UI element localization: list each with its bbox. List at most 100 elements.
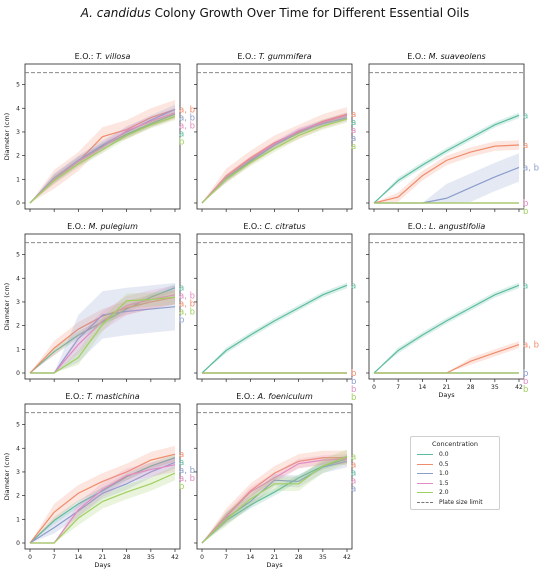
series-line-0.0 (373, 114, 520, 204)
x-tick-label: 0 (372, 384, 376, 391)
panel-title: E.O.: L. angustifolia (408, 222, 486, 231)
y-tick-label: 2 (16, 323, 20, 330)
significance-letter: b (351, 385, 356, 395)
significance-letter: a, b (179, 113, 195, 123)
significance-letter: a, b (523, 341, 539, 351)
x-axis-label: Days (266, 561, 283, 569)
significance-letter: b (179, 316, 184, 326)
y-tick-label: 3 (16, 129, 20, 136)
legend-item-0.0: 0.0 (411, 450, 499, 460)
series-band-2.0 (30, 466, 175, 543)
x-tick-label: 0 (28, 554, 32, 561)
panel-title-species: A. foeniculum (257, 392, 313, 401)
legend-swatch (417, 482, 433, 484)
significance-letter: b (351, 377, 356, 387)
y-tick-label: 0 (16, 540, 20, 547)
y-tick-label: 2 (16, 493, 20, 500)
y-axis-label: Diameter (cm) (3, 453, 11, 500)
y-tick-label: 3 (16, 299, 20, 306)
legend-label: 2.0 (439, 489, 449, 497)
x-tick-label: 28 (123, 554, 131, 561)
x-tick-label: 35 (147, 554, 155, 561)
series-band-2.0 (30, 290, 175, 373)
legend-swatch (417, 454, 433, 456)
y-tick-label: 4 (16, 275, 20, 282)
y-axis-label: Diameter (cm) (3, 113, 11, 160)
y-tick-label: 3 (16, 469, 20, 476)
legend-item-0.5: 0.5 (411, 460, 499, 470)
legend-item-2.0: 2.0 (411, 488, 499, 498)
series-band-1.5 (30, 285, 175, 373)
panel-title-prefix: E.O.: (236, 392, 257, 401)
panel-title: E.O.: C. citratus (243, 222, 305, 231)
series-band-1.0 (30, 104, 175, 203)
legend-item-plate-limit: Plate size limit (411, 498, 499, 508)
y-tick-label: 2 (16, 153, 20, 160)
x-tick-label: 35 (491, 384, 499, 391)
series-line-2.0 (29, 115, 176, 204)
significance-letter: a, b (179, 308, 195, 318)
significance-letter: a (351, 118, 356, 128)
panel-title-species: T. gummifera (259, 52, 312, 61)
significance-letter: b (523, 385, 528, 395)
legend-swatch (417, 463, 433, 465)
significance-letter: a (351, 461, 356, 471)
series-line-0.5 (29, 296, 176, 374)
significance-letter: a, b (179, 466, 195, 476)
significance-letter: a, b (179, 300, 195, 310)
series-line-2.0 (30, 296, 176, 374)
figure-title-text: Colony Growth Over Time for Different Es… (150, 6, 470, 20)
panel-title-prefix: E.O.: (67, 222, 88, 231)
x-tick-label: 28 (295, 554, 303, 561)
panel-title: E.O.: A. foeniculum (236, 392, 313, 401)
significance-letter: a (351, 453, 356, 463)
series-band-0.0 (202, 282, 347, 373)
y-tick-label: 0 (16, 200, 20, 207)
panel-title-prefix: E.O.: (408, 222, 429, 231)
x-tick-label: 21 (443, 384, 451, 391)
significance-letter: a (523, 141, 528, 151)
y-tick-label: 5 (16, 82, 20, 89)
series-line-0.5 (29, 453, 176, 544)
series-line-1.0 (29, 108, 176, 204)
series-line-0.0 (29, 287, 176, 374)
series-band-2.0 (202, 449, 347, 543)
x-axis-label: Days (438, 391, 455, 399)
series-band-0.5 (374, 341, 519, 373)
y-tick-label: 5 (16, 252, 20, 259)
series-band-1.5 (202, 454, 347, 543)
significance-letter: a, b (179, 292, 195, 302)
significance-letter: a, b (179, 474, 195, 484)
series-line-0.5 (201, 457, 347, 544)
panel-title-prefix: E.O.: (75, 52, 96, 61)
series-band-0.0 (202, 455, 347, 543)
significance-letter: a (351, 477, 356, 487)
panel-title-prefix: E.O.: (243, 222, 264, 231)
x-axis-label: Days (94, 561, 111, 569)
series-band-1.5 (202, 112, 347, 203)
legend: Concentration 0.0 0.5 1.0 1.5 2.0 Plate … (410, 436, 500, 510)
panel-title-species: M. suaveolens (429, 52, 486, 61)
y-tick-label: 5 (16, 422, 20, 429)
series-line-0.0 (201, 284, 348, 374)
series-line-2.0 (30, 472, 176, 544)
x-tick-label: 28 (467, 384, 475, 391)
series-line-1.0 (201, 117, 348, 204)
y-tick-label: 1 (16, 516, 20, 523)
series-band-0.5 (374, 140, 519, 203)
series-line-0.0 (29, 457, 176, 544)
series-band-1.0 (202, 455, 347, 543)
significance-letter: b (179, 137, 184, 147)
series-band-1.0 (30, 283, 175, 373)
panel-title-prefix: E.O.: (407, 52, 428, 61)
significance-letter: b (351, 393, 356, 403)
y-tick-label: 1 (16, 346, 20, 353)
panel-title: E.O.: T. mastichina (65, 392, 139, 401)
significance-letter: a (351, 134, 356, 144)
significance-letter: a (523, 111, 528, 121)
significance-letter: b (179, 482, 184, 492)
x-tick-label: 0 (200, 554, 204, 561)
